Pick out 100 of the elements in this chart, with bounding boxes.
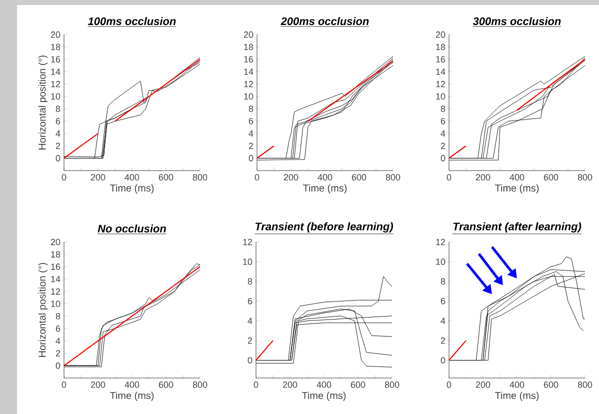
x-tick-label: 400: [510, 174, 524, 180]
x-tick-label: 0: [62, 174, 66, 180]
chart-title: Transient (after learning): [453, 222, 582, 232]
x-axis-title: Time (ms): [302, 392, 346, 401]
y-tick-label: 10: [436, 93, 446, 100]
chart-title: No occlusion: [98, 224, 166, 233]
y-tick-label: 0: [440, 357, 446, 364]
y-tick-label: 8: [56, 313, 60, 320]
y-tick-label: 6: [56, 325, 60, 332]
y-tick-label: 2: [440, 337, 446, 344]
x-tick-label: 800: [192, 382, 208, 388]
x-tick-label: 800: [192, 174, 208, 180]
y-tick-label: 6: [248, 118, 254, 124]
x-tick-label: 800: [578, 382, 592, 388]
y-tick-label: 14: [244, 68, 254, 75]
x-tick-label: 0: [254, 382, 258, 388]
chart-title: Transient (before learning): [255, 222, 393, 232]
x-tick-label: 200: [476, 174, 490, 180]
y-tick-label: 20: [50, 31, 60, 38]
y-tick-label: 8: [440, 106, 446, 112]
x-axis-title: Time (ms): [110, 184, 154, 194]
y-tick-label: 2: [56, 142, 60, 149]
x-tick-label: 400: [124, 382, 140, 388]
x-tick-label: 600: [350, 382, 366, 388]
x-axis-title: Time (ms): [494, 184, 539, 194]
y-tick-label: 6: [248, 298, 252, 304]
y-tick-label: 16: [51, 264, 60, 270]
y-tick-label: 0: [56, 155, 60, 162]
y-tick-label: 2: [248, 337, 252, 344]
y-tick-label: 12: [436, 80, 446, 88]
y-tick-label: 18: [436, 44, 446, 50]
y-tick-label: 4: [56, 130, 60, 137]
x-axis-title: Time (ms): [494, 392, 539, 401]
y-tick-label: 10: [51, 93, 60, 100]
y-tick-label: 4: [440, 130, 446, 137]
y-tick-label: 10: [51, 300, 60, 307]
y-tick-label: 12: [436, 238, 446, 246]
y-tick-label: 12: [51, 80, 60, 88]
y-tick-label: 8: [56, 106, 60, 112]
y-tick-label: 4: [56, 338, 60, 344]
y-tick-label: 18: [51, 251, 60, 258]
y-tick-label: 0: [248, 357, 252, 364]
x-axis-title: Time (ms): [110, 392, 154, 401]
y-tick-label: 18: [51, 44, 60, 50]
x-tick-label: 0: [62, 382, 66, 388]
y-tick-label: 20: [436, 31, 446, 38]
y-tick-label: 14: [436, 68, 446, 75]
x-tick-label: 0: [254, 174, 260, 180]
x-tick-label: 400: [124, 174, 140, 180]
x-tick-label: 200: [90, 382, 106, 388]
y-tick-label: 0: [56, 362, 60, 369]
y-tick-label: 4: [248, 318, 252, 324]
y-tick-label: 6: [56, 118, 60, 124]
y-tick-label: 16: [51, 56, 60, 63]
y-tick-label: 10: [243, 258, 252, 265]
x-tick-label: 600: [544, 174, 558, 180]
y-tick-label: 12: [51, 288, 60, 295]
x-tick-label: 600: [544, 382, 558, 388]
y-tick-label: 14: [51, 276, 60, 282]
x-tick-label: 400: [316, 382, 332, 388]
x-tick-label: 800: [578, 174, 592, 180]
x-tick-label: 400: [510, 382, 524, 388]
chart-title: 200ms occlusion: [280, 17, 369, 26]
y-tick-label: 0: [248, 155, 254, 162]
x-tick-label: 200: [90, 174, 106, 180]
y-tick-label: 8: [248, 278, 252, 285]
x-tick-label: 200: [476, 382, 490, 388]
chart-title: 300ms occlusion: [472, 17, 561, 26]
y-tick-label: 2: [248, 142, 254, 149]
y-axis-title: Horizontal position (°): [38, 262, 48, 357]
y-tick-label: 2: [440, 142, 446, 149]
x-tick-label: 600: [158, 382, 174, 388]
y-tick-label: 14: [51, 68, 60, 75]
chart-title: 100ms occlusion: [88, 17, 176, 26]
y-axis-title: Horizontal position (°): [38, 56, 48, 150]
y-tick-label: 18: [244, 44, 254, 50]
y-tick-label: 12: [243, 238, 252, 246]
x-axis-title: Time (ms): [302, 184, 347, 194]
x-tick-label: 200: [284, 174, 298, 180]
y-tick-label: 6: [440, 118, 446, 124]
y-tick-label: 4: [440, 318, 446, 324]
y-tick-label: 8: [248, 106, 254, 112]
y-tick-label: 10: [436, 258, 446, 265]
y-tick-label: 6: [440, 298, 446, 304]
x-tick-label: 400: [318, 174, 332, 180]
y-tick-label: 16: [244, 56, 254, 63]
x-tick-label: 600: [352, 174, 366, 180]
y-tick-label: 8: [440, 278, 446, 285]
x-tick-label: 0: [446, 174, 452, 180]
x-tick-label: 200: [282, 382, 298, 388]
y-tick-label: 16: [436, 56, 446, 63]
x-tick-label: 800: [384, 382, 400, 388]
y-tick-label: 10: [244, 93, 254, 100]
y-tick-label: 0: [440, 155, 446, 162]
y-tick-label: 4: [248, 130, 254, 137]
y-tick-label: 20: [50, 238, 60, 246]
y-tick-label: 2: [56, 350, 60, 356]
x-tick-label: 0: [446, 382, 452, 388]
y-tick-label: 20: [244, 31, 254, 38]
y-tick-label: 12: [244, 80, 254, 88]
